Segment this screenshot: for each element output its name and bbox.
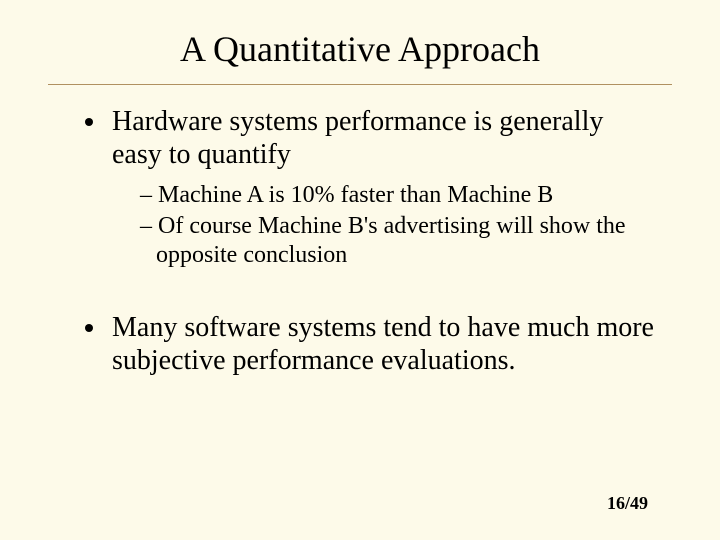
- slide: A Quantitative Approach Hardware systems…: [0, 0, 720, 540]
- sub-list: Machine A is 10% faster than Machine B O…: [112, 181, 660, 269]
- page-number: 16/49: [607, 493, 648, 514]
- sub-item: Machine A is 10% faster than Machine B: [140, 181, 660, 210]
- bullet-text: Hardware systems performance is generall…: [112, 106, 603, 170]
- bullet-text: Many software systems tend to have much …: [112, 312, 654, 376]
- bullet-item: Many software systems tend to have much …: [108, 311, 660, 377]
- bullet-item: Hardware systems performance is generall…: [108, 105, 660, 269]
- bullet-list: Hardware systems performance is generall…: [0, 105, 720, 378]
- title-divider: [48, 84, 672, 85]
- sub-item: Of course Machine B's advertising will s…: [140, 212, 660, 270]
- slide-title: A Quantitative Approach: [0, 0, 720, 84]
